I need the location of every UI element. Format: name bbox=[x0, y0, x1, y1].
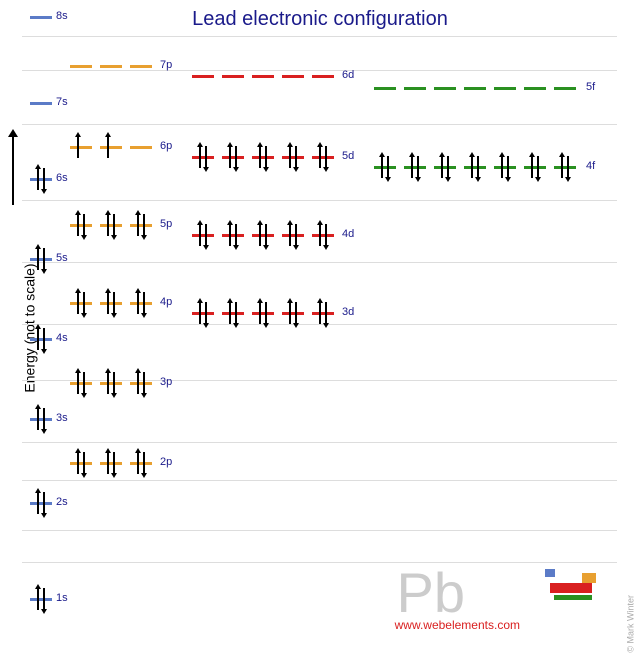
energy-arrow bbox=[12, 135, 14, 205]
element-symbol: Pb bbox=[397, 560, 466, 625]
source-url: www.webelements.com bbox=[395, 618, 520, 632]
logo bbox=[540, 567, 600, 610]
copyright: © Mark Winter bbox=[626, 595, 636, 653]
chart-title: Lead electronic configuration bbox=[192, 8, 448, 31]
